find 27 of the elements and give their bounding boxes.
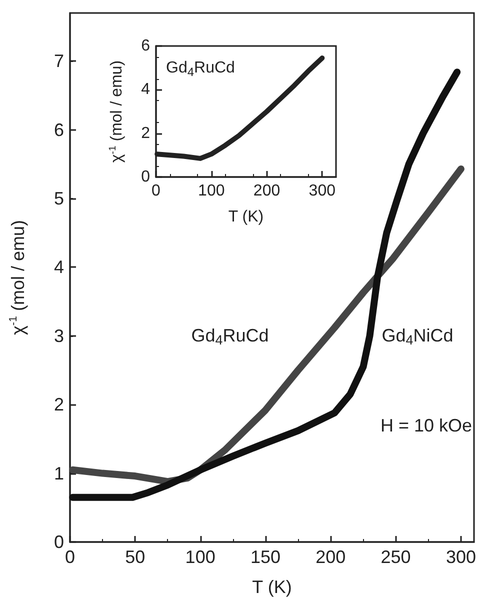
y-tick-label: 6 [54,120,64,140]
x-axis-title: T (K) [252,577,292,597]
x-tick-label: 100 [185,547,216,567]
y-tick-label: 0 [54,532,64,552]
x-tick-label: 200 [316,547,346,567]
y-tick-label: 7 [54,51,64,72]
annotation: H = 10 kOe [380,416,472,436]
y-tick-label: 4 [141,81,150,98]
y-tick-label: 3 [54,326,64,346]
x-tick-label: 250 [380,547,411,567]
x-axis-title: T (K) [228,208,264,226]
y-tick-label: 1 [54,463,64,484]
y-tick-label: 5 [54,188,64,208]
y-tick-label: 2 [54,394,64,415]
y-tick-label: 2 [141,124,150,142]
x-tick-label: 50 [125,547,146,567]
y-tick-label: 0 [141,168,150,186]
y-tick-label: 4 [54,257,64,278]
y-axis-title: χ-1 (mol / emu) [108,60,126,163]
y-axis-title: χ-1 (mol / emu) [8,220,28,336]
x-tick-label: 150 [250,547,281,567]
x-tick-label: 200 [253,182,280,200]
x-tick-label: 0 [152,182,161,200]
y-tick-label: 6 [141,38,150,54]
x-tick-label: 100 [198,182,225,200]
x-tick-label: 300 [308,182,336,200]
x-tick-label: 300 [446,547,476,567]
